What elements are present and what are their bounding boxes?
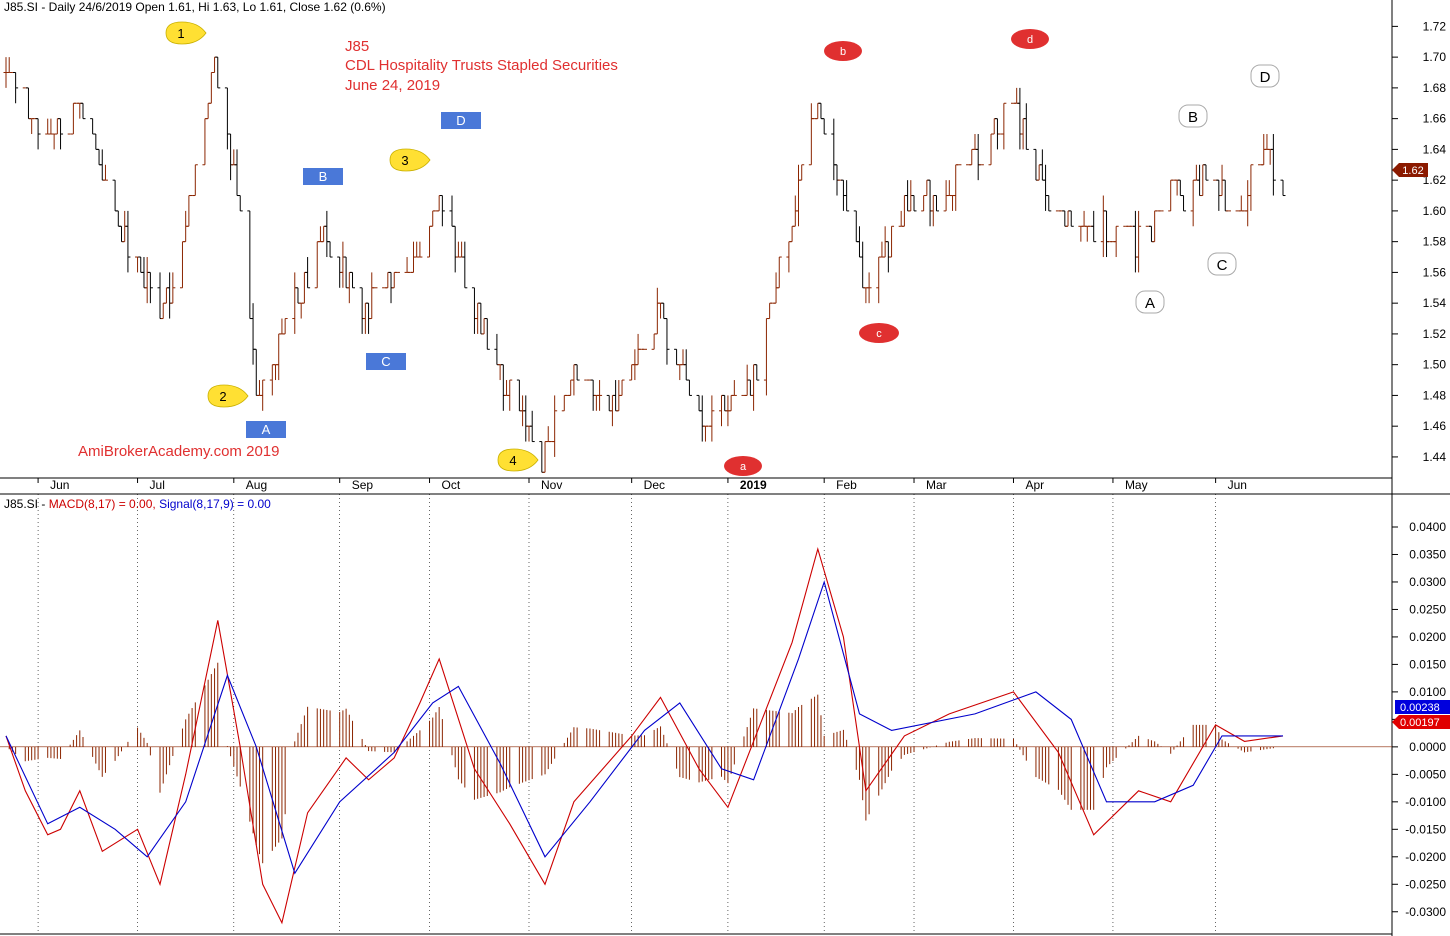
label-text: B [319,169,328,184]
date-tick-label: Dec [644,478,665,492]
label-text: a [740,461,747,473]
macd-tick-label: 0.0200 [1409,630,1446,644]
price-tick-label: 1.68 [1423,81,1447,95]
callout-label: 1 [177,26,184,41]
grid [37,494,1216,934]
price-tick-label: 1.54 [1423,296,1447,310]
macd-tick-label: 0.0400 [1409,520,1446,534]
macd-header-prefix: J85.SI - [4,497,49,511]
label-red-a: a [724,456,762,476]
callout-yellow-1: 1 [165,21,207,45]
macd-line [5,546,1284,925]
price-tick-label: 1.70 [1423,50,1447,64]
signal-value-text: 0.00238 [1400,702,1440,714]
label-blue-C: C [366,353,406,370]
label-white-B: B [1178,104,1208,128]
label-white-A: A [1135,290,1165,314]
macd-tick-label: -0.0150 [1405,822,1446,836]
price-tick-label: 1.56 [1423,265,1447,279]
macd-tick-label: -0.0050 [1405,767,1446,781]
price-tick-label: 1.46 [1423,419,1447,433]
label-text: D [456,113,465,128]
date-tick-label: Nov [541,478,562,492]
label-blue-D: D [441,112,481,129]
label-white-D: D [1250,64,1280,88]
date-tick-label: Sep [352,478,374,492]
signal-legend-label: Signal(8,17,9) = 0.00 [159,497,271,511]
callout-label: 3 [401,153,408,168]
macd-legend-label: MACD(8,17) = 0.00, [49,497,159,511]
price-tick-label: 1.72 [1423,19,1447,33]
macd-value-text: 0.00197 [1400,717,1440,729]
macd-header: J85.SI - MACD(8,17) = 0.00, Signal(8,17,… [4,497,271,511]
macd-tick-label: 0.0350 [1409,547,1446,561]
label-text: c [876,328,882,340]
last-price-value: 1.62 [1402,165,1423,177]
label-text: D [1260,69,1271,86]
label-text: d [1027,34,1033,46]
label-white-C: C [1207,252,1237,276]
signal-value-tag [1395,700,1450,714]
macd-tick-label: 0.0150 [1409,657,1446,671]
price-tick-label: 1.48 [1423,388,1447,402]
chart-title-name: CDL Hospitality Trusts Stapled Securitie… [345,57,618,74]
label-text: b [840,46,846,58]
macd-tick-label: -0.0250 [1405,877,1446,891]
price-tick-label: 1.50 [1423,358,1447,372]
date-axis: Jun Jul Aug Sep Oct Nov Dec 2019 Feb Mar Apr May Jun [37,478,1247,492]
date-tick-label: 2019 [740,478,767,492]
price-tick-label: 1.62 [1423,173,1447,187]
macd-tick-label: 0.0300 [1409,575,1446,589]
date-tick-label: Feb [836,478,857,492]
macd-value-tag [1392,715,1450,729]
price-tick-label: 1.64 [1423,142,1447,156]
date-tick-label: Jun [1228,478,1247,492]
date-tick-label: Jun [50,478,69,492]
label-red-b: b [824,41,862,61]
price-tick-label: 1.52 [1423,327,1447,341]
price-bars [3,56,1286,473]
signal-line [5,580,1283,875]
macd-tick-label: -0.0100 [1405,795,1446,809]
label-blue-A: A [246,421,286,438]
price-header: J85.SI - Daily 24/6/2019 Open 1.61, Hi 1… [4,0,386,14]
last-price-tag [1392,163,1428,177]
chart-title-code: J85 [345,38,369,55]
callout-label: 4 [509,453,516,468]
callout-yellow-3: 3 [389,148,431,172]
chart-title-date: June 24, 2019 [345,77,440,94]
price-tick-label: 1.44 [1423,450,1447,464]
date-tick-label: Apr [1025,478,1044,492]
label-red-c: c [859,323,899,343]
date-tick-label: Mar [926,478,947,492]
macd-tick-label: -0.0300 [1405,905,1446,919]
label-text: A [262,422,271,437]
macd-tick-label: -0.0200 [1405,850,1446,864]
label-red-d: d [1011,29,1049,49]
macd-tick-label: 0.0100 [1409,685,1446,699]
date-tick-label: Aug [246,478,267,492]
label-text: C [381,354,390,369]
callout-yellow-4: 4 [497,448,539,472]
label-blue-B: B [303,168,343,185]
callout-label: 2 [219,389,226,404]
label-text: A [1145,295,1155,312]
date-tick-label: Oct [442,478,461,492]
date-tick-label: Jul [150,478,165,492]
label-text: B [1188,109,1198,126]
date-tick-label: May [1125,478,1148,492]
macd-tick-label: 0.0000 [1409,740,1446,754]
macd-tick-label: 0.0250 [1409,602,1446,616]
price-tick-label: 1.60 [1423,204,1447,218]
watermark: AmiBrokerAcademy.com 2019 [78,443,279,460]
label-text: C [1217,257,1228,274]
callout-yellow-2: 2 [207,384,249,408]
price-tick-label: 1.58 [1423,235,1447,249]
price-tick-label: 1.66 [1423,112,1447,126]
price-axis: 1.44 1.46 1.48 1.50 1.52 1.54 1.56 1.58 1.60 1.62… [1392,19,1446,464]
